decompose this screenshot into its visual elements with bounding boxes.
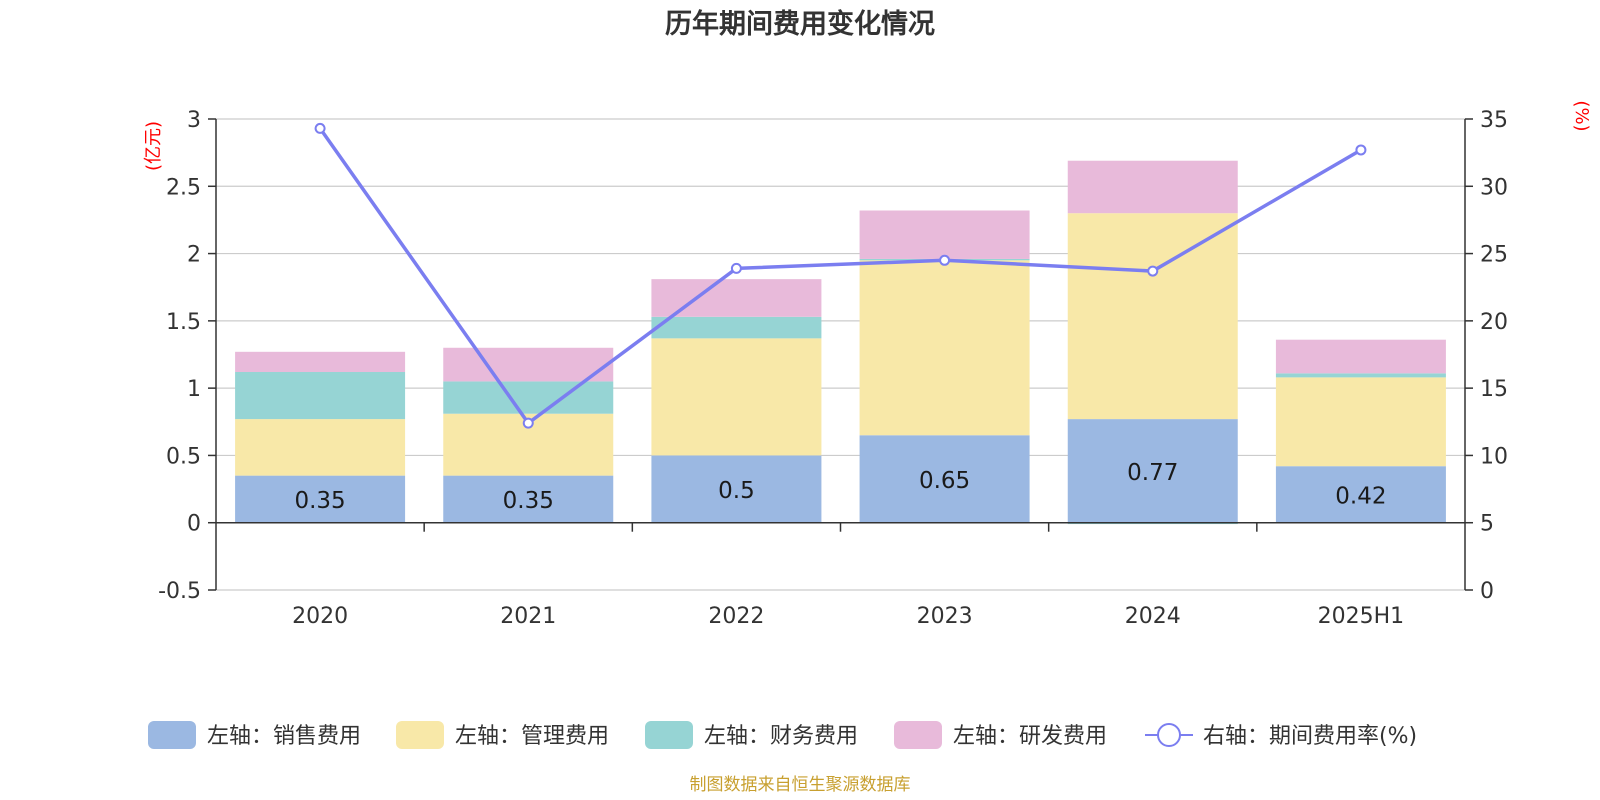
left-axis-tick-label: 0 [187, 512, 201, 537]
right-axis-unit: (%) [1571, 100, 1592, 131]
left-axis-tick-label: 2.5 [166, 175, 201, 200]
right-axis-tick-label: 15 [1480, 377, 1508, 402]
right-axis-tick-label: 20 [1480, 310, 1508, 335]
right-axis-tick-label: 25 [1480, 243, 1508, 268]
bar-segment [1275, 377, 1446, 467]
bar-segment [443, 347, 614, 382]
bar-segment [651, 338, 822, 456]
left-axis-tick-label: -0.5 [158, 579, 201, 604]
bar-segment [235, 475, 406, 523]
legend-label: 左轴：销售费用 [207, 724, 361, 749]
bar-data-label: 0.77 [1127, 460, 1178, 486]
left-axis-tick-label: 1 [187, 377, 201, 402]
x-axis-tick-label: 2022 [708, 604, 764, 629]
right-axis-tick-label: 5 [1480, 512, 1494, 537]
left-axis-tick-label: 1.5 [166, 310, 201, 335]
expense-rate-point [314, 122, 326, 134]
right-axis-tick-label: 0 [1480, 579, 1494, 604]
bar-segment [1275, 339, 1446, 374]
x-axis-tick-label: 2020 [292, 604, 348, 629]
expense-rate-point [1147, 265, 1159, 277]
x-axis-tick-label: 2025H1 [1318, 604, 1405, 629]
bar-segment [1275, 373, 1446, 378]
bar-segment [651, 316, 822, 339]
legend-label: 右轴：期间费用率(%) [1203, 724, 1417, 749]
legend-circle-marker [1157, 723, 1181, 747]
bar-segment [859, 210, 1030, 259]
bar-segment [235, 371, 406, 420]
bar-data-label: 0.42 [1335, 483, 1386, 509]
legend-swatch [396, 721, 444, 749]
legend-label: 左轴：财务费用 [704, 724, 858, 749]
expense-rate-point [939, 254, 951, 266]
legend-swatch [894, 721, 942, 749]
bar-segment [859, 435, 1030, 523]
bar-segment [235, 419, 406, 476]
bar-segment [443, 381, 614, 414]
x-axis-tick-label: 2024 [1125, 604, 1181, 629]
bar-data-label: 0.5 [718, 478, 755, 504]
expense-rate-point [522, 417, 534, 429]
right-axis-tick-label: 30 [1480, 175, 1508, 200]
bar-segment [859, 260, 1030, 436]
bar-data-label: 0.35 [503, 488, 554, 514]
x-axis-tick-label: 2023 [917, 604, 973, 629]
bar-data-label: 0.65 [919, 468, 970, 494]
bar-series [235, 160, 1446, 525]
bar-segment [443, 475, 614, 523]
legend-swatch [645, 721, 693, 749]
left-axis-tick-label: 2 [187, 243, 201, 268]
left-axis-unit: (亿元) [143, 121, 164, 171]
expense-rate-line [318, 127, 1362, 426]
chart-title: 历年期间费用变化情况 [665, 8, 935, 40]
bar-segment [1275, 466, 1446, 523]
bar-segment [651, 455, 822, 523]
x-axis-tick-label: 2021 [500, 604, 556, 629]
left-axis-tick-label: 0.5 [166, 444, 201, 469]
legend-swatch [148, 721, 196, 749]
bar-segment [1067, 419, 1238, 523]
legend-label: 左轴：研发费用 [953, 724, 1107, 749]
legend-label: 左轴：管理费用 [455, 724, 609, 749]
right-axis-tick-label: 10 [1480, 444, 1508, 469]
bar-segment [235, 351, 406, 372]
expense-rate-point [730, 262, 742, 274]
data-labels: 0.35 0.35 0.5 0.65 0.77 0.42 [294, 460, 1386, 514]
left-axis-tick-label: 3 [187, 108, 201, 133]
legend: 左轴：销售费用 左轴：管理费用 左轴：财务费用 左轴：研发费用 右轴：期间费用率(%) [148, 721, 1417, 749]
expense-rate-point [1355, 144, 1367, 156]
right-axis-tick-label: 35 [1480, 108, 1508, 133]
line-series [314, 122, 1367, 429]
bar-segment [1067, 213, 1238, 420]
bar-segment [1067, 160, 1238, 214]
bar-data-label: 0.35 [294, 488, 345, 514]
source-note: 制图数据来自恒生聚源数据库 [690, 775, 911, 795]
